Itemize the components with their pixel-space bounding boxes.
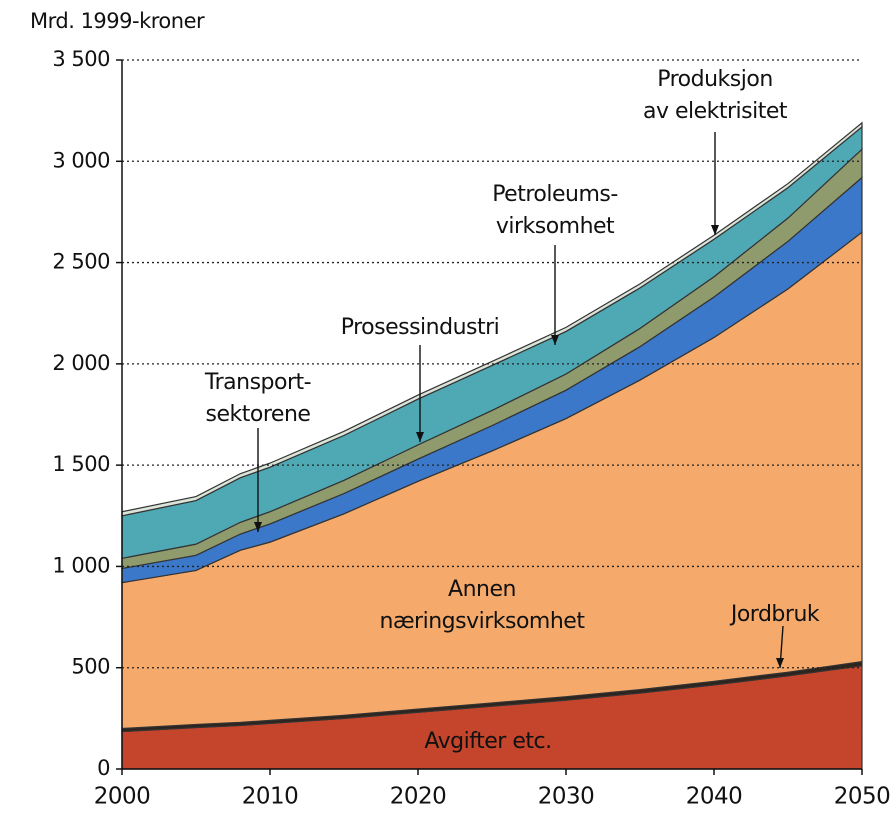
series-label: virksomhet	[496, 214, 615, 239]
y-axis-label: Mrd. 1999-kroner	[30, 9, 205, 33]
series-label: Produksjon	[657, 67, 773, 92]
arrow-head	[711, 225, 719, 235]
y-tick-label: 0	[97, 756, 110, 780]
y-tick-label: 1 500	[52, 452, 110, 476]
series-label: Petroleums-	[492, 182, 618, 207]
series-label: av elektrisitet	[643, 99, 788, 124]
series-label: Transport-	[204, 370, 311, 395]
series-label: Avgifter etc.	[424, 729, 551, 754]
y-tick-label: 3 500	[52, 47, 110, 71]
y-tick-label: 1 000	[52, 553, 110, 577]
series-label: næringsvirksomhet	[380, 609, 586, 634]
series-label: Prosessindustri	[341, 315, 500, 340]
x-tick-label: 2050	[834, 784, 891, 810]
arrow-head	[254, 522, 262, 532]
y-tick-label: 3 000	[52, 148, 110, 172]
y-tick-label: 500	[71, 655, 110, 679]
x-tick-label: 2020	[390, 784, 447, 810]
series-label: Jordbruk	[729, 602, 820, 627]
x-tick-label: 2040	[686, 784, 743, 810]
x-tick-label: 2000	[94, 784, 151, 810]
series-label: sektorene	[206, 402, 311, 427]
x-tick-label: 2030	[538, 784, 595, 810]
y-tick-label: 2 000	[52, 351, 110, 375]
x-tick-label: 2010	[242, 784, 299, 810]
series-label: Annen	[448, 577, 516, 602]
area	[121, 121, 863, 517]
arrow-head	[416, 432, 424, 442]
arrow-head	[776, 658, 784, 668]
arrow-head	[551, 335, 559, 345]
y-tick-label: 2 500	[52, 250, 110, 274]
